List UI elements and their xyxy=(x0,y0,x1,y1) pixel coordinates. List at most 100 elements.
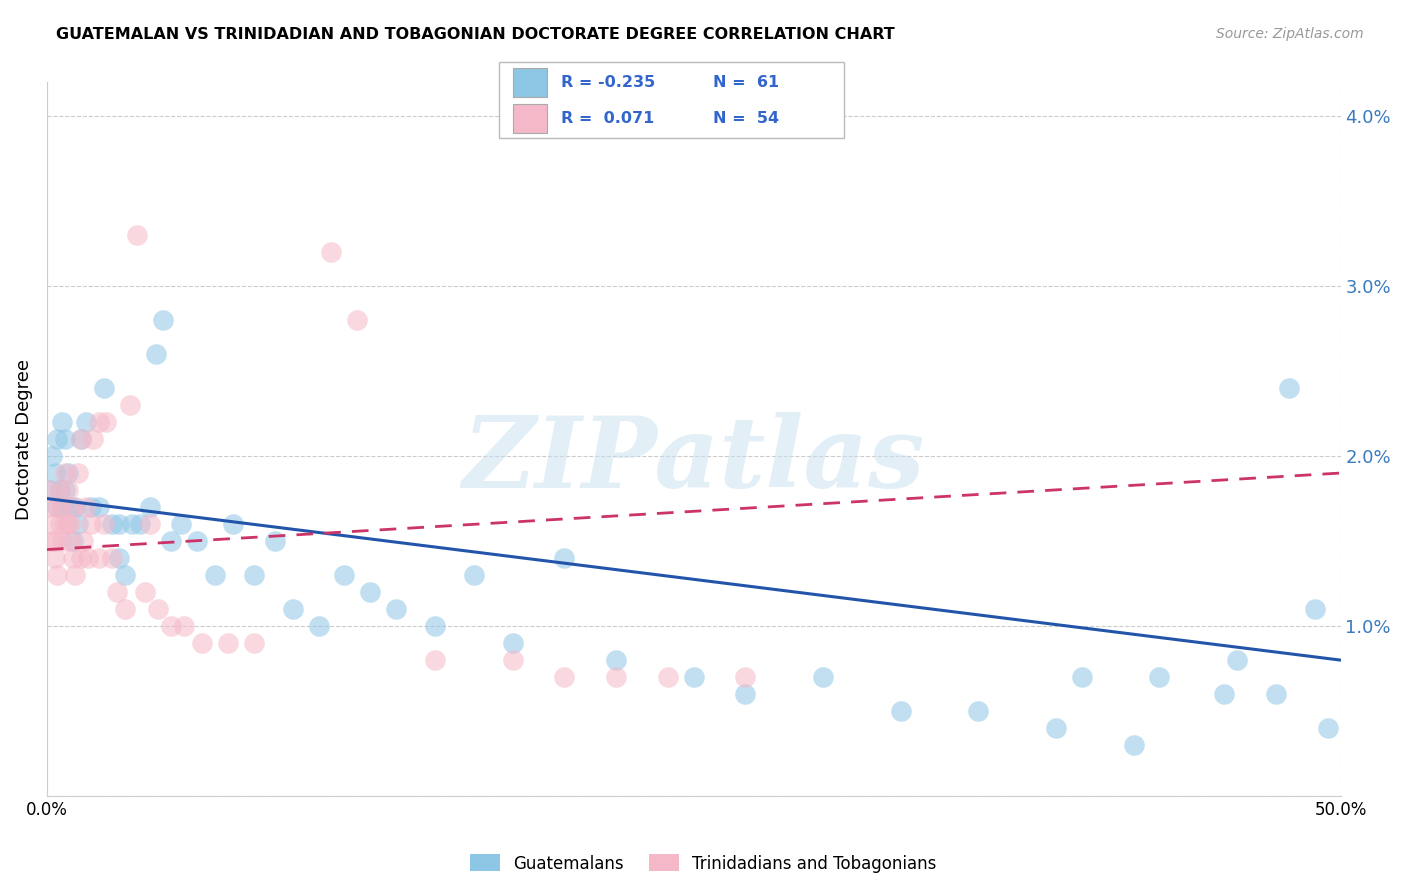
Guatemalans xyxy=(93,381,115,395)
Trinidadians and Tobagonians xyxy=(38,500,60,514)
Trinidadians and Tobagonians xyxy=(72,534,94,549)
Trinidadians and Tobagonians xyxy=(41,534,63,549)
Guatemalans xyxy=(1278,381,1301,395)
Guatemalans xyxy=(186,534,208,549)
Trinidadians and Tobagonians xyxy=(96,415,118,429)
Guatemalans xyxy=(129,517,152,532)
Guatemalans xyxy=(75,415,97,429)
Guatemalans xyxy=(139,500,162,514)
Trinidadians and Tobagonians xyxy=(75,500,97,514)
Guatemalans xyxy=(100,517,122,532)
Guatemalans xyxy=(1226,653,1249,667)
Guatemalans xyxy=(41,449,63,463)
Guatemalans xyxy=(359,585,381,599)
Trinidadians and Tobagonians xyxy=(69,551,91,566)
Trinidadians and Tobagonians xyxy=(49,483,72,497)
Guatemalans xyxy=(1303,602,1326,616)
Guatemalans xyxy=(80,500,103,514)
Trinidadians and Tobagonians xyxy=(69,432,91,446)
FancyBboxPatch shape xyxy=(499,62,844,138)
Guatemalans xyxy=(308,619,330,633)
Guatemalans xyxy=(152,313,174,327)
Guatemalans xyxy=(38,483,60,497)
Trinidadians and Tobagonians xyxy=(44,551,66,566)
Trinidadians and Tobagonians xyxy=(321,244,343,259)
Trinidadians and Tobagonians xyxy=(87,415,110,429)
Trinidadians and Tobagonians xyxy=(56,483,79,497)
Guatemalans xyxy=(811,670,834,684)
Guatemalans xyxy=(1316,721,1339,735)
Trinidadians and Tobagonians xyxy=(191,636,214,650)
Guatemalans xyxy=(263,534,285,549)
Trinidadians and Tobagonians xyxy=(502,653,524,667)
Trinidadians and Tobagonians xyxy=(56,517,79,532)
Guatemalans xyxy=(170,517,193,532)
Guatemalans xyxy=(160,534,183,549)
Guatemalans xyxy=(1045,721,1067,735)
Guatemalans xyxy=(1070,670,1092,684)
Trinidadians and Tobagonians xyxy=(146,602,169,616)
Trinidadians and Tobagonians xyxy=(59,517,82,532)
Trinidadians and Tobagonians xyxy=(118,398,141,412)
Guatemalans xyxy=(108,551,131,566)
Trinidadians and Tobagonians xyxy=(114,602,136,616)
Trinidadians and Tobagonians xyxy=(44,534,66,549)
Guatemalans xyxy=(49,483,72,497)
Guatemalans xyxy=(69,432,91,446)
Trinidadians and Tobagonians xyxy=(134,585,156,599)
Guatemalans xyxy=(605,653,627,667)
Guatemalans xyxy=(1264,687,1286,701)
Guatemalans xyxy=(385,602,408,616)
Trinidadians and Tobagonians xyxy=(59,534,82,549)
Trinidadians and Tobagonians xyxy=(80,517,103,532)
Guatemalans xyxy=(222,517,245,532)
Guatemalans xyxy=(56,466,79,480)
Trinidadians and Tobagonians xyxy=(66,466,89,480)
Guatemalans xyxy=(967,704,990,718)
Trinidadians and Tobagonians xyxy=(65,568,87,582)
Guatemalans xyxy=(281,602,304,616)
Trinidadians and Tobagonians xyxy=(87,551,110,566)
Guatemalans xyxy=(62,534,84,549)
Guatemalans xyxy=(108,517,131,532)
Guatemalans xyxy=(44,466,66,480)
Guatemalans xyxy=(65,500,87,514)
Text: Source: ZipAtlas.com: Source: ZipAtlas.com xyxy=(1216,27,1364,41)
Trinidadians and Tobagonians xyxy=(62,551,84,566)
Text: R =  0.071: R = 0.071 xyxy=(561,111,654,126)
Guatemalans xyxy=(145,347,167,361)
Legend: Guatemalans, Trinidadians and Tobagonians: Guatemalans, Trinidadians and Tobagonian… xyxy=(463,847,943,880)
Guatemalans xyxy=(243,568,266,582)
Guatemalans xyxy=(890,704,912,718)
Text: ZIPatlas: ZIPatlas xyxy=(463,412,925,508)
Y-axis label: Doctorate Degree: Doctorate Degree xyxy=(15,359,32,519)
Guatemalans xyxy=(333,568,356,582)
Guatemalans xyxy=(204,568,226,582)
Trinidadians and Tobagonians xyxy=(657,670,679,684)
Trinidadians and Tobagonians xyxy=(605,670,627,684)
Trinidadians and Tobagonians xyxy=(423,653,446,667)
Guatemalans xyxy=(1149,670,1171,684)
Guatemalans xyxy=(1213,687,1236,701)
Guatemalans xyxy=(734,687,756,701)
Guatemalans xyxy=(66,517,89,532)
Guatemalans xyxy=(502,636,524,650)
Guatemalans xyxy=(463,568,485,582)
Guatemalans xyxy=(51,500,73,514)
Trinidadians and Tobagonians xyxy=(53,466,76,480)
Trinidadians and Tobagonians xyxy=(93,517,115,532)
Guatemalans xyxy=(53,432,76,446)
Trinidadians and Tobagonians xyxy=(51,534,73,549)
Trinidadians and Tobagonians xyxy=(46,500,69,514)
Text: GUATEMALAN VS TRINIDADIAN AND TOBAGONIAN DOCTORATE DEGREE CORRELATION CHART: GUATEMALAN VS TRINIDADIAN AND TOBAGONIAN… xyxy=(56,27,896,42)
Trinidadians and Tobagonians xyxy=(173,619,195,633)
Trinidadians and Tobagonians xyxy=(100,551,122,566)
Guatemalans xyxy=(1122,738,1144,752)
Guatemalans xyxy=(87,500,110,514)
Text: R = -0.235: R = -0.235 xyxy=(561,75,655,90)
Guatemalans xyxy=(682,670,704,684)
Trinidadians and Tobagonians xyxy=(51,500,73,514)
Trinidadians and Tobagonians xyxy=(41,517,63,532)
Trinidadians and Tobagonians xyxy=(82,432,104,446)
Guatemalans xyxy=(423,619,446,633)
